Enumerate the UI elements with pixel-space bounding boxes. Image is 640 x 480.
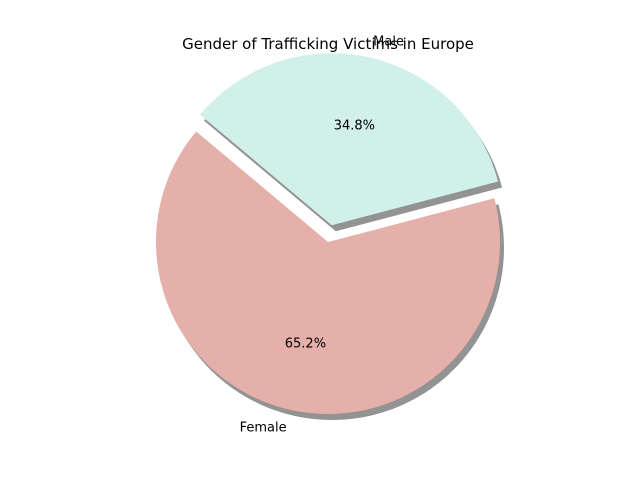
slice-female: [155, 131, 501, 415]
slice-percent-female: 65.2%: [285, 337, 326, 352]
chart-title: Gender of Trafficking Victims in Europe: [182, 35, 474, 53]
slice-male: [200, 53, 499, 226]
slice-label-female: Female: [240, 421, 287, 436]
slice-labels: Female 65.2% Male 34.8%: [240, 35, 404, 436]
slice-label-male: Male: [373, 35, 404, 50]
slice-percent-male: 34.8%: [334, 119, 375, 134]
pie-slices: [155, 53, 501, 415]
